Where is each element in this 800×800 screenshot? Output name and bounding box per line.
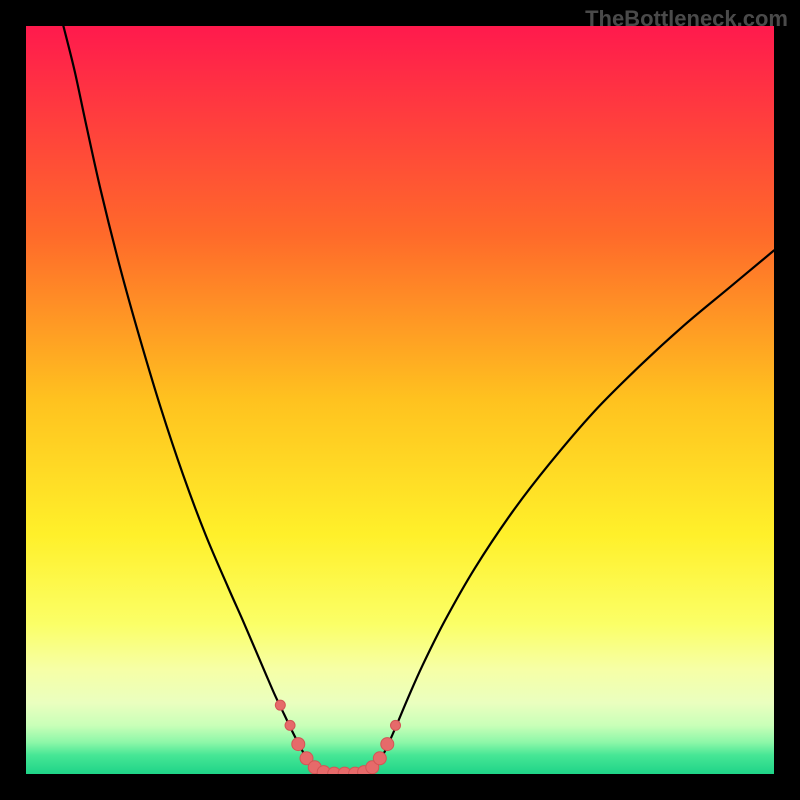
chart-background bbox=[26, 26, 774, 774]
chart-container: TheBottleneck.com bbox=[0, 0, 800, 800]
curve-marker bbox=[292, 738, 305, 751]
bottleneck-chart bbox=[0, 0, 800, 800]
curve-marker bbox=[275, 700, 285, 710]
curve-marker bbox=[285, 720, 295, 730]
curve-marker bbox=[391, 720, 401, 730]
curve-marker bbox=[373, 752, 386, 765]
curve-marker bbox=[381, 738, 394, 751]
